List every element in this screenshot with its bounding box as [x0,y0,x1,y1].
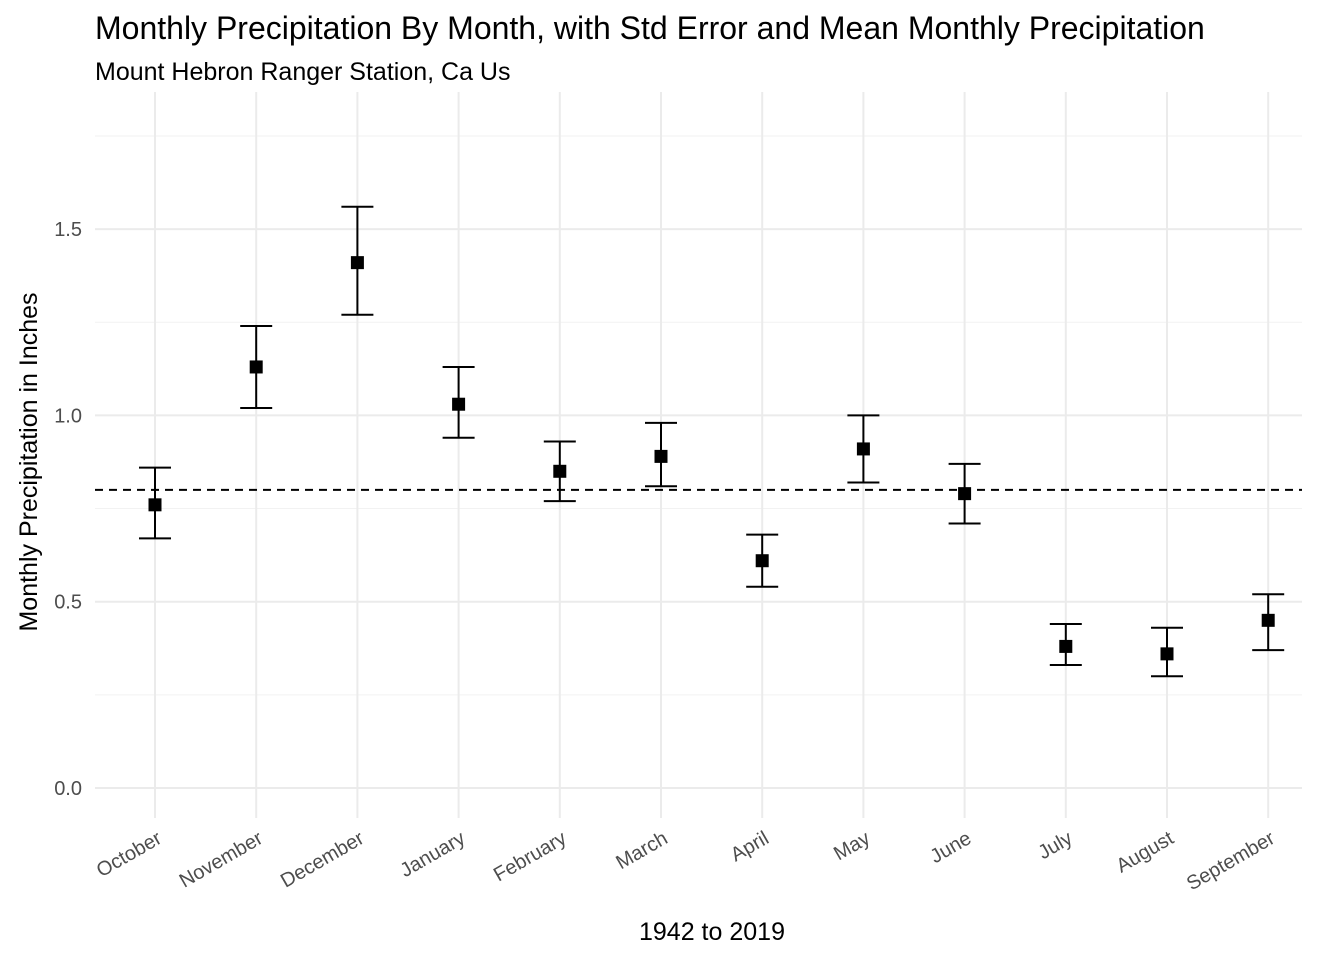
y-axis-title: Monthly Precipitation in Inches [15,292,43,631]
x-tick-label: March [612,827,671,874]
x-tick-label: December [277,827,368,892]
y-tick-label: 1.0 [54,405,82,427]
data-point [958,487,972,501]
x-axis-ticks: October November December January February Ma… [93,827,1279,895]
x-tick-label: January [396,827,469,882]
y-tick-label: 1.5 [54,219,82,241]
data-point [148,498,162,512]
error-bars [139,205,1285,678]
chart-subtitle: Mount Hebron Ranger Station, Ca Us [95,58,511,86]
data-point [856,442,870,456]
grid-lines [95,92,1302,818]
y-tick-label: 0.5 [54,592,82,614]
data-point [1261,613,1275,627]
x-tick-label: May [830,827,874,865]
x-tick-label: September [1183,827,1279,895]
x-tick-label: November [176,827,267,892]
y-axis-ticks: 0.0 0.5 1.0 1.5 [54,219,82,800]
data-point [755,554,769,568]
chart-title: Monthly Precipitation By Month, with Std… [95,10,1205,46]
data-points [148,256,1275,661]
x-tick-label: October [93,827,166,882]
data-point [1059,639,1073,653]
x-tick-label: August [1113,827,1178,877]
x-tick-label: July [1034,827,1076,864]
data-point [452,397,466,411]
x-tick-label: April [727,827,773,866]
data-point [553,464,567,478]
data-point [249,360,263,374]
x-tick-label: February [490,827,570,886]
x-axis-title: 1942 to 2019 [639,918,785,946]
x-tick-label: June [927,827,976,868]
data-point [654,449,668,463]
data-point [1160,647,1174,661]
data-point [350,256,364,270]
y-tick-label: 0.0 [54,778,82,800]
